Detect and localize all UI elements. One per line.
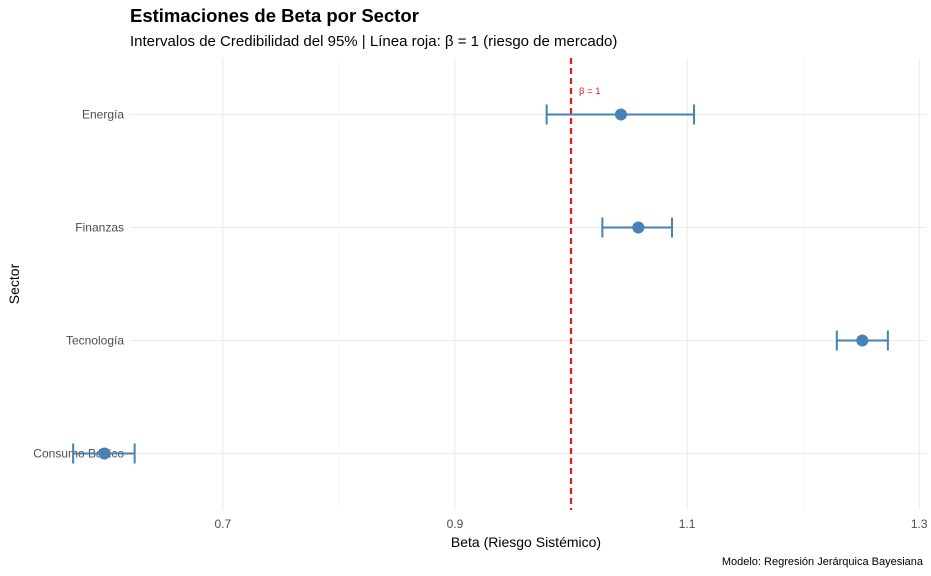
reference-line-label: β = 1 — [579, 86, 601, 97]
grid-lines — [130, 58, 925, 510]
reference-line-group: β = 1 — [569, 58, 601, 510]
x-axis-ticks: 0.7 0.9 1.1 1.3 — [215, 517, 928, 531]
estimate-point — [98, 447, 111, 460]
estimate-point — [632, 221, 645, 234]
y-tick-label: Tecnología — [66, 334, 124, 348]
y-tick-label: Energía — [82, 108, 124, 122]
x-tick-label: 1.1 — [679, 517, 696, 531]
y-tick-label: Finanzas — [75, 221, 124, 235]
chart-caption: Modelo: Regresión Jerárquica Bayesiana — [721, 556, 923, 568]
estimate-point — [614, 108, 627, 121]
chart-subtitle: Intervalos de Credibilidad del 95% | Lín… — [130, 33, 618, 50]
x-tick-label: 0.9 — [447, 517, 464, 531]
estimate-point — [856, 334, 869, 347]
x-tick-label: 0.7 — [215, 517, 232, 531]
x-axis-title: Beta (Riesgo Sistémico) — [451, 534, 601, 550]
interval-marks — [72, 104, 889, 464]
chart-title: Estimaciones de Beta por Sector — [130, 5, 419, 26]
y-axis-title: Sector — [6, 263, 22, 304]
x-tick-label: 1.3 — [911, 517, 928, 531]
